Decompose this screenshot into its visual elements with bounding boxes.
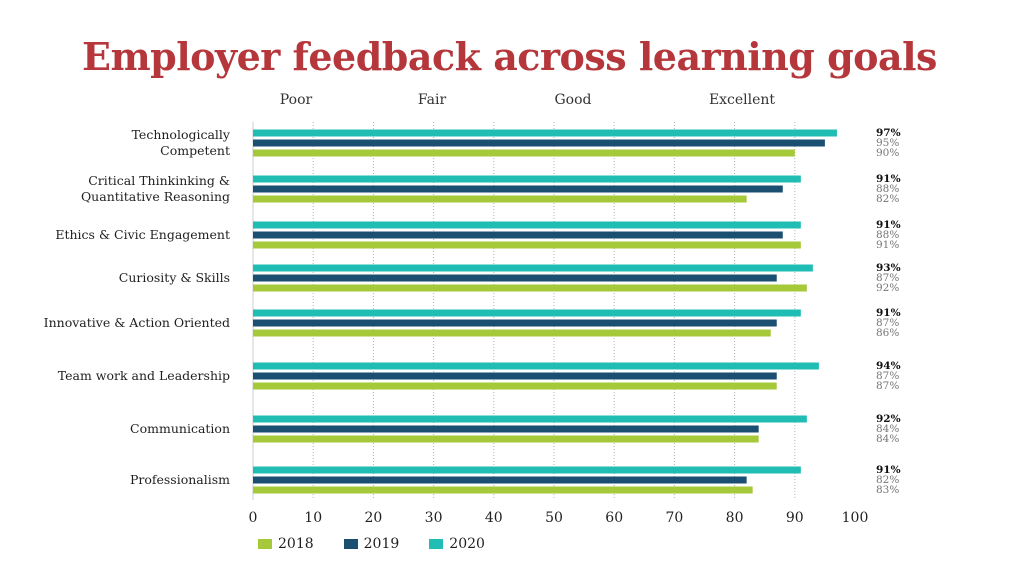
legend-label-2020: 2020 (449, 536, 485, 552)
bar-2020 (253, 415, 807, 423)
x-tick-label-70: 70 (665, 510, 683, 526)
category-label: Critical Thinkinking & (88, 173, 230, 188)
category-label: Curiosity & Skills (119, 270, 230, 285)
category-label: Team work and Leadership (58, 368, 230, 383)
x-tick-label-40: 40 (485, 510, 503, 526)
x-tick-label-0: 0 (249, 510, 258, 526)
bar-2018 (253, 241, 801, 249)
category-label: Professionalism (130, 472, 230, 487)
legend-swatch-2018 (258, 539, 272, 549)
value-label-2019: 88% (876, 183, 899, 195)
bar-2020 (253, 129, 837, 137)
value-label-2020: 93% (876, 262, 901, 274)
x-tick-label-30: 30 (425, 510, 443, 526)
value-label-2019: 84% (876, 423, 899, 435)
legend-item-2020: 2020 (429, 536, 485, 552)
x-tick-label-80: 80 (726, 510, 744, 526)
value-label-2018: 92% (876, 282, 899, 294)
bar-2020 (253, 362, 819, 370)
bar-2018 (253, 149, 795, 157)
bar-2020 (253, 466, 801, 474)
bar-2019 (253, 319, 777, 327)
bar-2020 (253, 221, 801, 229)
bar-2018 (253, 435, 759, 443)
x-tick-label-100: 100 (842, 510, 869, 526)
legend-label-2018: 2018 (278, 536, 314, 552)
value-label-2018: 87% (876, 380, 899, 392)
bar-2020 (253, 309, 801, 317)
legend-label-2019: 2019 (363, 536, 400, 552)
legend-swatch-2020 (429, 539, 444, 549)
value-label-2018: 84% (876, 433, 899, 445)
value-label-2020: 94% (876, 360, 901, 372)
x-tick-label-20: 20 (364, 510, 382, 526)
bar-2019 (253, 185, 783, 193)
category-label: Technologically (132, 127, 231, 142)
category-label: Competent (160, 143, 230, 158)
value-label-2018: 83% (876, 484, 899, 496)
bar-2018 (253, 284, 807, 292)
bar-2019 (253, 476, 747, 484)
bar-2019 (253, 425, 759, 433)
x-tick-label-10: 10 (304, 510, 322, 526)
x-tick-label-60: 60 (605, 510, 623, 526)
bar-2019 (253, 372, 777, 380)
value-label-2020: 97% (876, 127, 901, 139)
value-label-2020: 91% (876, 173, 901, 185)
rating-label-excellent: Excellent (709, 92, 775, 108)
legend-swatch-2019 (343, 539, 358, 549)
category-label: Communication (130, 421, 230, 436)
legend: 2018 2019 2020 (258, 536, 485, 552)
bar-2018 (253, 195, 747, 203)
value-label-2018: 82% (876, 193, 899, 205)
bar-2018 (253, 382, 777, 390)
category-label: Ethics & Civic Engagement (55, 227, 230, 242)
bar-2018 (253, 486, 753, 494)
bar-2020 (253, 264, 813, 272)
bar-2020 (253, 175, 801, 183)
value-label-2019: 88% (876, 229, 899, 241)
value-label-2019: 95% (876, 137, 899, 149)
value-label-2020: 91% (876, 307, 901, 319)
value-label-2018: 86% (876, 327, 899, 339)
value-label-2020: 92% (876, 413, 901, 425)
bar-2019 (253, 274, 777, 282)
x-tick-label-90: 90 (786, 510, 804, 526)
category-label: Innovative & Action Oriented (44, 315, 230, 330)
value-label-2018: 90% (876, 147, 899, 159)
chart-title: Employer feedback across learning goals (82, 34, 937, 79)
category-label: Quantitative Reasoning (81, 189, 230, 204)
value-label-2018: 91% (876, 239, 899, 251)
value-label-2019: 87% (876, 370, 899, 382)
value-label-2019: 87% (876, 317, 899, 329)
value-label-2019: 82% (876, 474, 899, 486)
legend-item-2019: 2019 (343, 536, 400, 552)
rating-label-poor: Poor (280, 92, 313, 108)
x-tick-label-50: 50 (545, 510, 563, 526)
legend-item-2018: 2018 (258, 536, 314, 552)
value-label-2019: 87% (876, 272, 899, 284)
value-label-2020: 91% (876, 219, 901, 231)
bar-2018 (253, 329, 771, 337)
rating-label-fair: Fair (418, 92, 447, 108)
value-label-2020: 91% (876, 464, 901, 476)
bar-2019 (253, 139, 825, 147)
rating-label-good: Good (554, 92, 591, 108)
bar-2019 (253, 231, 783, 239)
